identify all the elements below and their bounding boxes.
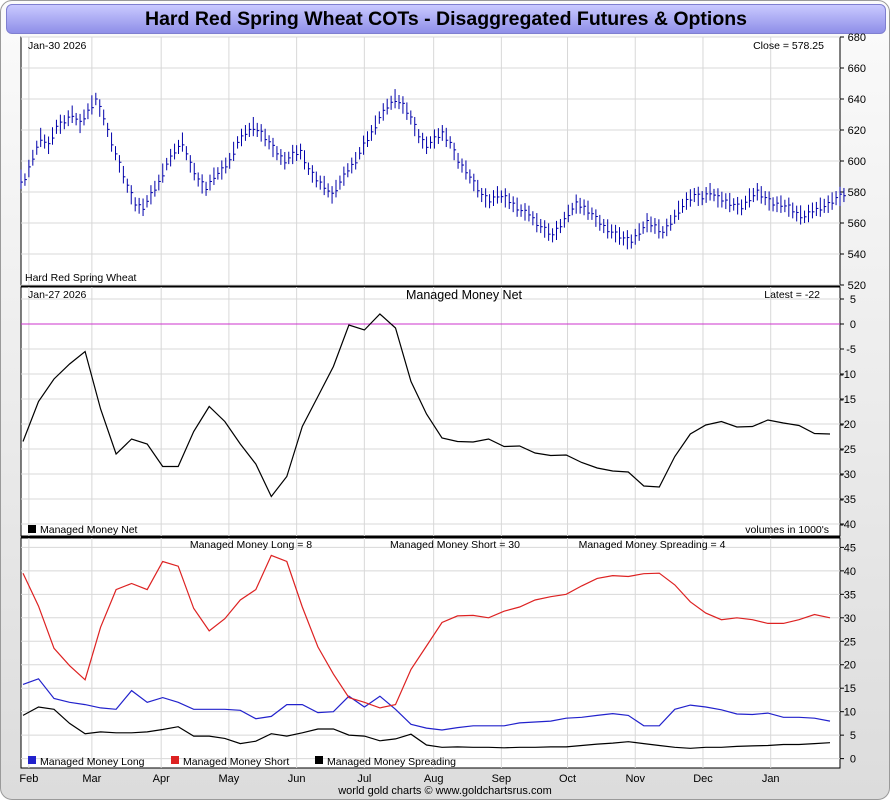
x-tick-label-jan: Jan: [762, 773, 780, 785]
y-tick-label: -35: [840, 494, 856, 506]
x-tick-label-mar: Mar: [82, 773, 101, 785]
y-tick-label: -15: [840, 394, 856, 406]
x-tick-label-apr: Apr: [153, 773, 170, 785]
y-tick-label: 680: [848, 32, 866, 44]
legend-label: Managed Money Spreading: [327, 756, 456, 768]
y-tick-label: -25: [840, 444, 856, 456]
legend-label-net: Managed Money Net: [40, 524, 138, 536]
y-tick-label: 30: [844, 613, 856, 625]
y-tick-label: 640: [848, 94, 866, 106]
x-tick-label-sep: Sep: [492, 773, 512, 785]
y-tick-label: 20: [844, 660, 856, 672]
panel-2-background: [20, 286, 841, 537]
legend-label: Managed Money Long: [40, 756, 145, 768]
y-tick-label: -30: [840, 469, 856, 481]
y-tick-label: 25: [844, 636, 856, 648]
y-tick-label: 45: [844, 542, 856, 554]
series-header-label: Managed Money Spreading = 4: [579, 539, 726, 551]
footer-credit: world gold charts © www.goldchartsrus.co…: [338, 785, 552, 797]
y-tick-label: -5: [846, 344, 856, 356]
y-tick-label: -10: [840, 369, 856, 381]
series-line-managed-money-long: [22, 678, 831, 731]
x-tick-label-dec: Dec: [693, 773, 713, 785]
y-tick-label: -20: [840, 419, 856, 431]
series-header-label: Managed Money Long = 8: [190, 539, 312, 551]
legend-swatch: [315, 756, 323, 764]
x-tick-label-aug: Aug: [424, 773, 444, 785]
net-latest-label: Latest = -22: [764, 289, 820, 301]
legend-swatch: [171, 756, 179, 764]
x-tick-label-oct: Oct: [559, 773, 576, 785]
x-tick-label-jun: Jun: [288, 773, 306, 785]
series-header-label: Managed Money Short = 30: [390, 539, 520, 551]
y-tick-label: 660: [848, 63, 866, 75]
price-date-label: Jan-30 2026: [28, 40, 87, 52]
y-tick-label: -40: [840, 519, 856, 531]
y-tick-label: 0: [850, 319, 856, 331]
price-close-label: Close = 578.25: [753, 40, 824, 52]
y-tick-label: 40: [844, 566, 856, 578]
x-tick-label-feb: Feb: [19, 773, 38, 785]
net-date-label: Jan-27 2026: [28, 289, 87, 301]
units-label: volumes in 1000's: [745, 524, 829, 536]
y-tick-label: 540: [848, 249, 866, 261]
y-tick-label: 15: [844, 683, 856, 695]
y-tick-label: 600: [848, 156, 866, 168]
y-tick-label: 5: [850, 730, 856, 742]
net-panel-title: Managed Money Net: [406, 288, 523, 302]
y-tick-label: 560: [848, 218, 866, 230]
y-tick-label: 620: [848, 125, 866, 137]
y-tick-label: 5: [850, 294, 856, 306]
legend-swatch-net: [28, 525, 36, 533]
y-tick-label: 0: [850, 754, 856, 766]
legend-label: Managed Money Short: [183, 756, 289, 768]
x-tick-label-may: May: [219, 773, 240, 785]
y-tick-label: 35: [844, 589, 856, 601]
y-tick-label: 520: [848, 280, 866, 292]
series-line-managed-money-short: [22, 554, 831, 709]
series-line-managed-money-spreading: [22, 706, 831, 749]
y-tick-label: 10: [844, 707, 856, 719]
chart-title: Hard Red Spring Wheat COTs - Disaggregat…: [6, 4, 886, 34]
legend-swatch: [28, 756, 36, 764]
x-tick-label-jul: Jul: [357, 773, 371, 785]
panel-3-background: [20, 537, 841, 769]
x-tick-label-nov: Nov: [625, 773, 645, 785]
y-tick-label: 580: [848, 187, 866, 199]
series-line-managed-money-net: [22, 313, 831, 498]
price-series-label: Hard Red Spring Wheat: [25, 272, 137, 284]
